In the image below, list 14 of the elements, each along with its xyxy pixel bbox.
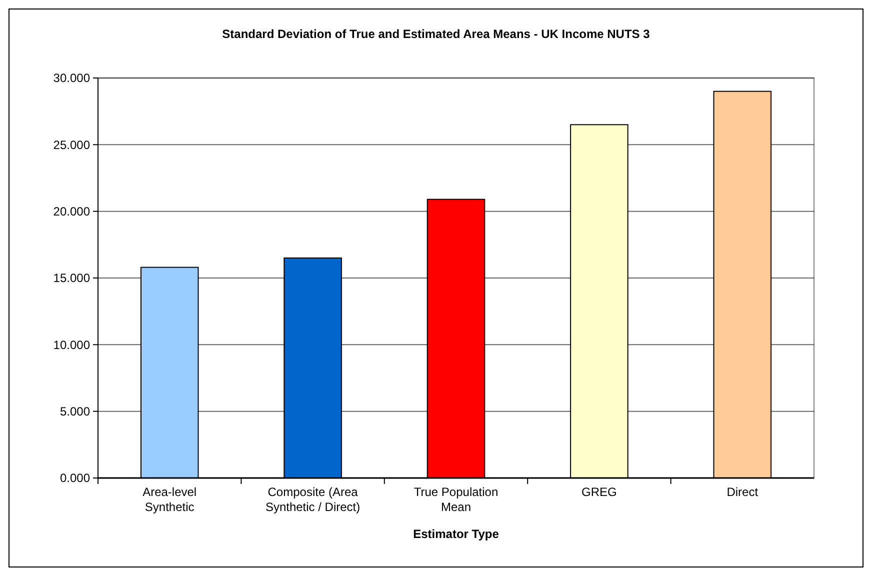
chart-title: Standard Deviation of True and Estimated Area Means - UK Income NUTS 3: [222, 27, 650, 41]
x-tick-label: Direct: [726, 485, 759, 499]
y-tick-label: 25.000: [53, 138, 90, 152]
y-tick-label: 15.000: [53, 271, 90, 286]
x-tick-label: Composite (Area Synthetic / Direct): [265, 485, 360, 514]
y-tick-label: 5.000: [60, 404, 90, 419]
x-tick-label: True Population Mean: [414, 485, 498, 514]
x-tick-label: GREG: [582, 485, 617, 499]
x-tick-label: Area-level Synthetic: [142, 485, 197, 514]
y-tick-label: 0.000: [60, 471, 90, 486]
y-tick-label: 30.000: [53, 71, 90, 86]
y-tick-label: 10.000: [53, 338, 90, 352]
y-tick-label: 20.000: [53, 204, 90, 219]
x-axis-title: Estimator Type: [413, 527, 500, 541]
